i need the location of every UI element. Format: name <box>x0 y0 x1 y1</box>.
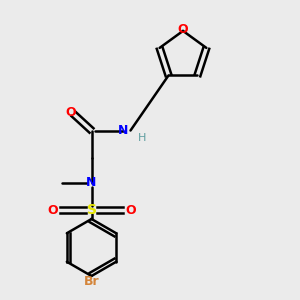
Text: H: H <box>138 133 147 143</box>
Text: O: O <box>178 23 188 36</box>
Text: N: N <box>86 176 97 190</box>
Text: O: O <box>65 106 76 119</box>
Text: S: S <box>86 203 97 217</box>
Text: Br: Br <box>84 275 99 288</box>
Text: O: O <box>125 203 136 217</box>
Text: N: N <box>118 124 128 137</box>
Text: O: O <box>47 203 58 217</box>
